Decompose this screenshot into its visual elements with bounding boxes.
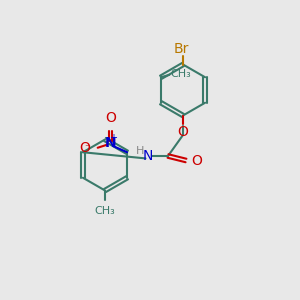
Text: ⁻: ⁻ <box>85 143 90 153</box>
Text: CH₃: CH₃ <box>170 69 191 79</box>
Text: O: O <box>191 154 202 167</box>
Text: O: O <box>80 141 91 155</box>
Text: N: N <box>143 149 153 163</box>
Text: +: + <box>109 133 117 143</box>
Text: N: N <box>105 136 116 150</box>
Text: H: H <box>136 146 144 157</box>
Text: CH₃: CH₃ <box>94 206 116 215</box>
Text: O: O <box>105 111 116 125</box>
Text: O: O <box>178 125 188 139</box>
Text: Br: Br <box>174 42 189 56</box>
